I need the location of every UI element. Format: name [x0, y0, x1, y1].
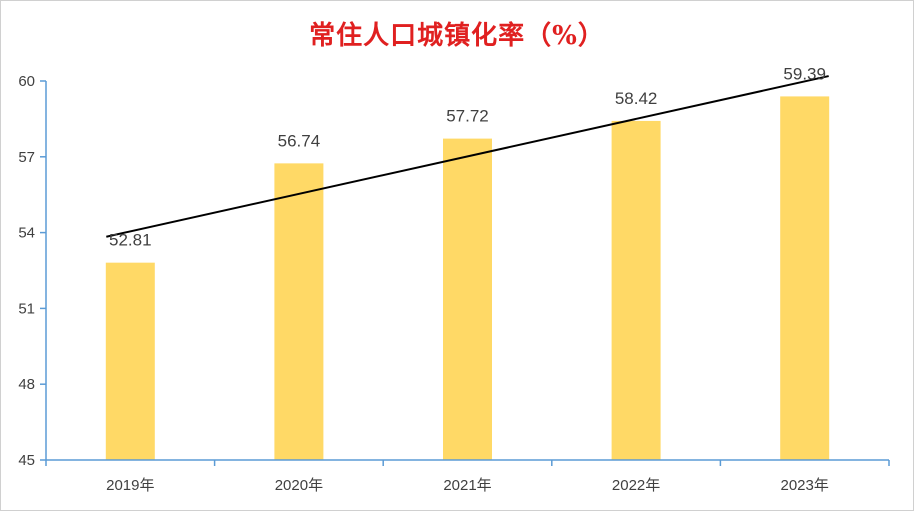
y-tick-label-54: 54	[18, 225, 35, 242]
y-tick-label-48: 48	[18, 376, 35, 393]
bar-2019年	[105, 262, 155, 460]
chart-title: 常住人口城镇化率（%）	[309, 21, 605, 51]
trendline	[106, 75, 829, 238]
bar-2020年	[274, 163, 324, 461]
data-label-2020年: 56.74	[278, 131, 321, 150]
data-label-2019年: 52.81	[109, 231, 152, 250]
bars-group	[105, 96, 830, 461]
data-label-2021年: 57.72	[446, 107, 489, 126]
data-label-2022年: 58.42	[615, 89, 658, 108]
axes-group: 45 48 51 54 57 60 2019年 2020年 2021年 2022年 2023年	[18, 73, 890, 494]
y-tick-label-51: 51	[18, 300, 35, 317]
bar-2023年	[780, 96, 830, 461]
bar-2021年	[443, 138, 492, 460]
x-tick-label-2023年: 2023年	[781, 477, 829, 494]
trendline-group	[106, 75, 829, 238]
x-tick-label-2022年: 2022年	[612, 477, 660, 494]
bar-2022年	[611, 120, 661, 461]
x-tick-label-2021年: 2021年	[443, 477, 491, 494]
data-labels-group: 52.81 56.74 57.72 58.42 59.39	[109, 64, 826, 249]
y-tick-label-45: 45	[18, 452, 35, 469]
x-tick-label-2020年: 2020年	[275, 477, 323, 494]
y-tick-label-57: 57	[18, 149, 35, 166]
y-tick-label-60: 60	[18, 73, 35, 90]
x-tick-label-2019年: 2019年	[106, 477, 154, 494]
data-label-2023年: 59.39	[783, 64, 826, 83]
